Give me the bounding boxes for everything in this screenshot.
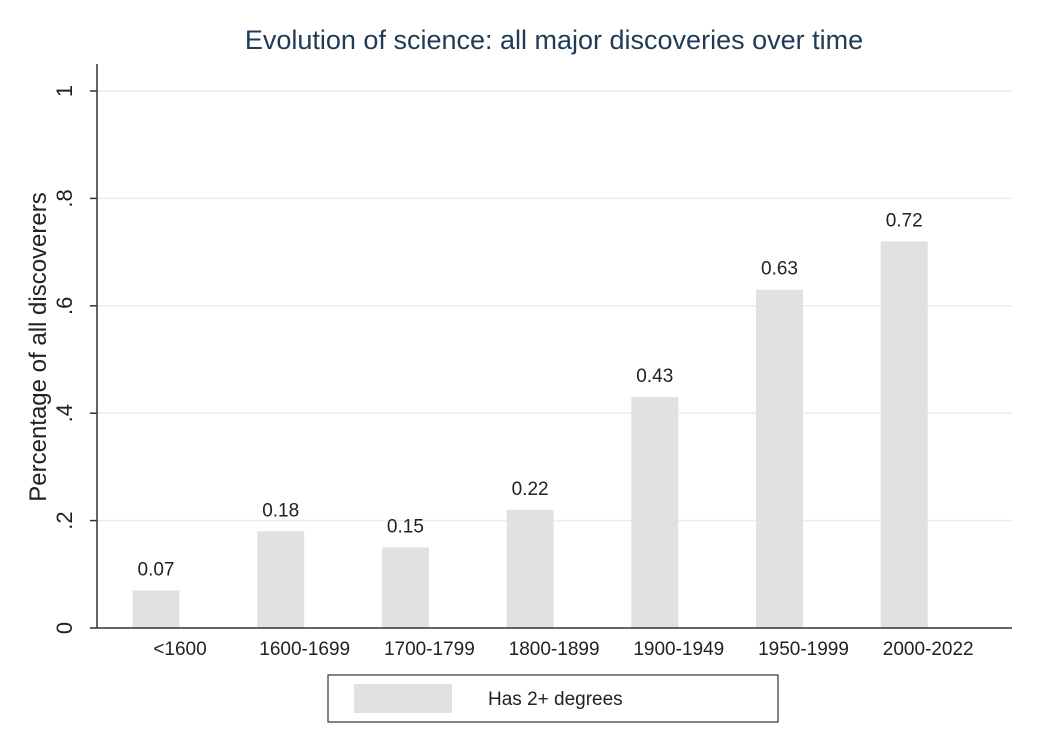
data-label: 0.18: [262, 500, 299, 521]
bar: [880, 241, 928, 629]
bar: [631, 397, 679, 628]
legend-label: Has 2+ degrees: [488, 689, 623, 710]
x-tick-label: 1900-1949: [633, 639, 724, 660]
data-label: 0.22: [512, 479, 549, 500]
x-tick-label: 1800-1899: [509, 639, 600, 660]
data-label: 0.15: [387, 516, 424, 537]
data-label: 0.63: [761, 259, 798, 280]
y-axis-label: Percentage of all discoverers: [25, 192, 52, 502]
y-tick-label: .2: [52, 511, 77, 529]
data-label: 0.43: [636, 366, 673, 387]
data-label: 0.07: [138, 559, 175, 580]
x-tick-label: 1950-1999: [758, 639, 849, 660]
x-tick-label: 1700-1799: [384, 639, 475, 660]
bar: [132, 590, 180, 628]
bar: [506, 509, 554, 628]
bar: [257, 531, 305, 628]
data-labels: 0.07 0.18 0.15 0.22 0.43 0.63 0.72: [138, 210, 923, 580]
gridlines: [97, 90, 1012, 522]
bar: [381, 547, 429, 628]
bar: [756, 289, 803, 628]
y-tick-label: .8: [52, 189, 77, 207]
x-tick-label: <1600: [153, 639, 206, 660]
bars: [132, 241, 928, 629]
x-tick-label: 2000-2022: [883, 639, 974, 660]
legend-swatch: [354, 684, 452, 713]
x-axis-ticks: <1600 1600-1699 1700-1799 1800-1899 1900-194…: [153, 639, 973, 660]
y-tick-label: .6: [52, 297, 77, 315]
y-tick-label: .4: [52, 404, 77, 422]
legend: Has 2+ degrees: [327, 674, 779, 723]
x-tick-label: 1600-1699: [259, 639, 350, 660]
chart-title: Evolution of science: all major discover…: [245, 25, 863, 55]
y-axis-ticks: 0 .2 .4 .6 .8 1: [52, 85, 97, 634]
y-tick-label: 1: [52, 85, 77, 97]
data-label: 0.72: [886, 210, 923, 231]
y-tick-label: 0: [52, 622, 77, 634]
